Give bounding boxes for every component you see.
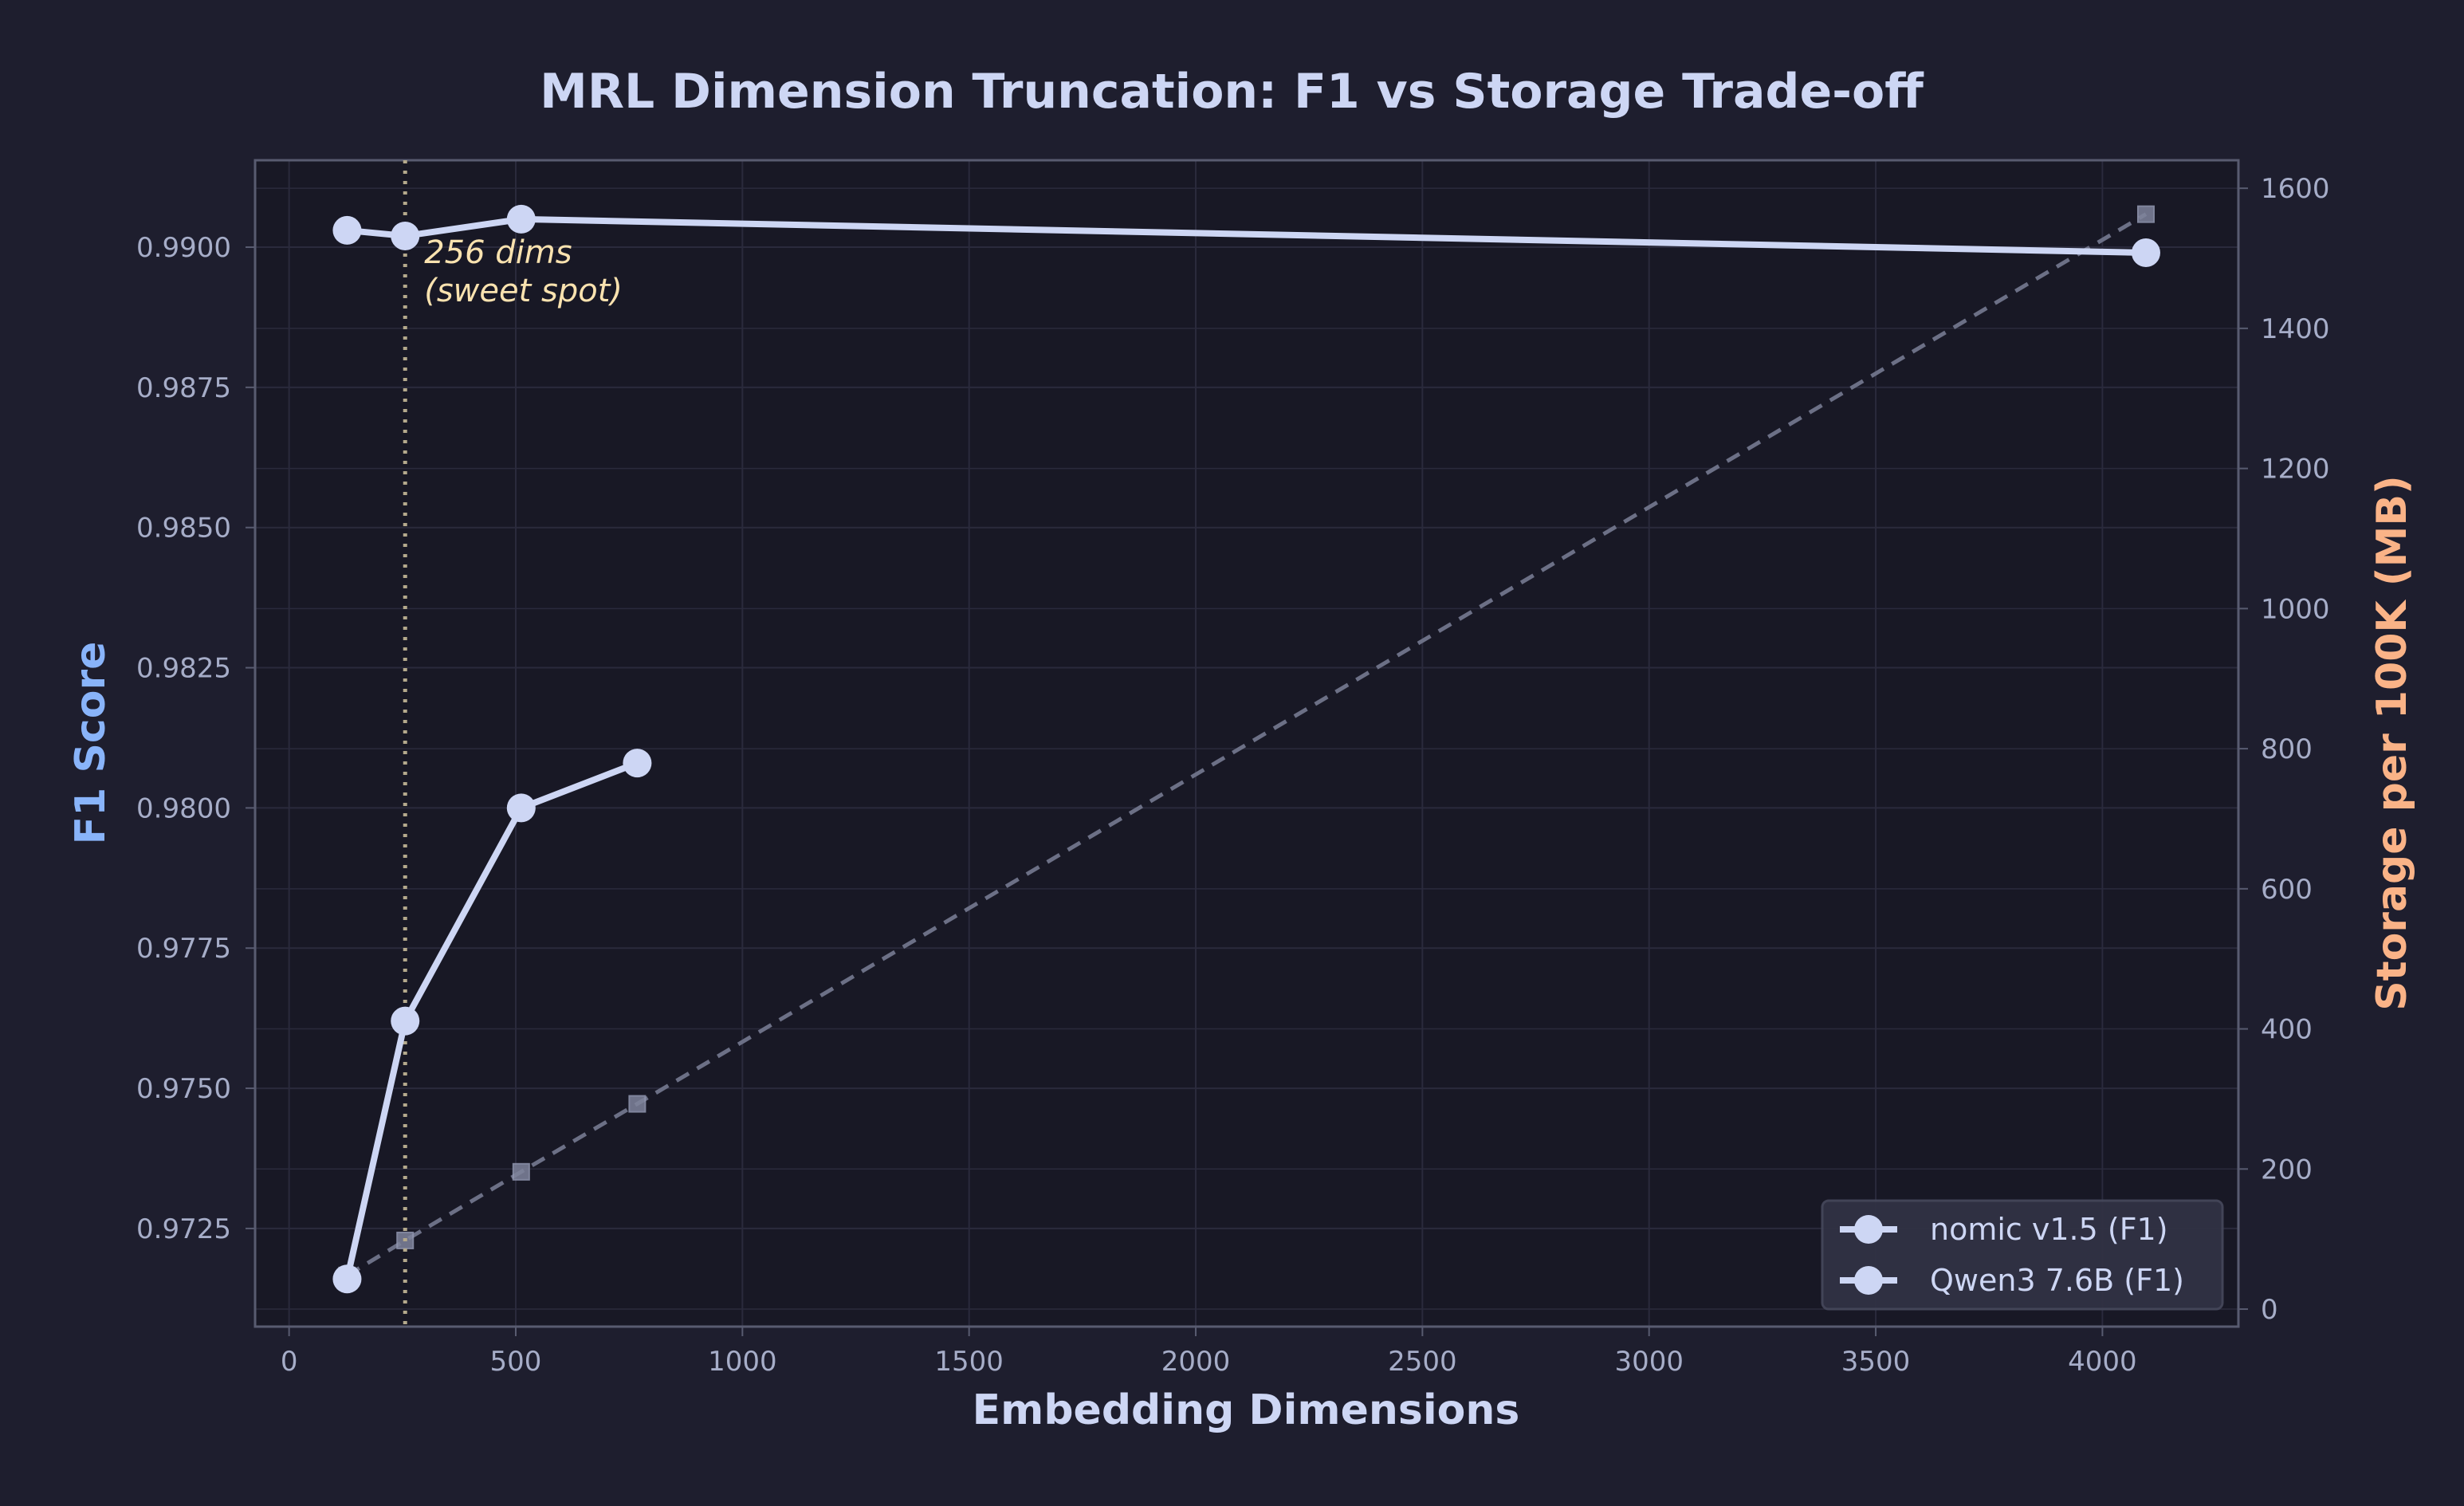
legend-box	[1821, 1199, 2224, 1311]
plot-background	[255, 160, 2238, 1327]
series-group: 256 dims(sweet spot)	[332, 160, 2160, 1327]
y-tick-label: 0.9900	[136, 232, 231, 264]
x-tick-label: 2000	[1161, 1346, 1231, 1378]
legend-marker-swatch	[1854, 1215, 1883, 1244]
y2-tick-label: 200	[2261, 1154, 2313, 1186]
f1-point-1	[506, 793, 536, 823]
x-tick-label: 0	[281, 1346, 298, 1378]
f1-point-1	[391, 1006, 420, 1036]
x-axis-title: Embedding Dimensions	[973, 1386, 1520, 1434]
y-tick-label: 0.9850	[136, 513, 231, 545]
x-tick-label: 1000	[708, 1346, 777, 1378]
sweet-spot-label: (sweet spot)	[424, 273, 623, 309]
chart-title: MRL Dimension Truncation: F1 vs Storage …	[540, 64, 1924, 120]
storage-point	[628, 1095, 646, 1113]
f1-point-1	[623, 749, 652, 778]
y2-tick-label: 400	[2261, 1014, 2313, 1046]
y-tick-label: 0.9725	[136, 1213, 231, 1245]
x-tick-label: 1500	[934, 1346, 1004, 1378]
y-tick-label: 0.9775	[136, 933, 231, 965]
f1-point-2	[2131, 238, 2160, 268]
sweet-spot-label: 256 dims	[424, 234, 572, 271]
f1-line-2	[344, 215, 2149, 257]
y2-tick-label: 1200	[2261, 454, 2330, 486]
legend: nomic v1.5 (F1) Qwen3 7.6B (F1)	[1821, 1199, 2224, 1311]
x-tick-label: 2500	[1388, 1346, 1457, 1378]
legend-marker-swatch	[1854, 1266, 1883, 1295]
storage-point	[2136, 205, 2155, 223]
plot-frame	[253, 159, 2240, 1328]
x-tick-label: 500	[490, 1346, 542, 1378]
f1-point-2	[506, 204, 536, 234]
x-tick-label: 4000	[2068, 1346, 2137, 1378]
axes: 0 500 1000 1500 2000 2500 3000 3500 40000.97250.…	[136, 159, 2330, 1378]
y2-axis-title: Storage per 100K (MB)	[2368, 475, 2416, 1010]
storage-point	[512, 1162, 530, 1181]
x-tick-label: 3500	[1841, 1346, 1911, 1378]
y2-tick-label: 1600	[2261, 173, 2330, 205]
y-tick-label: 0.9875	[136, 372, 231, 404]
legend-label: Qwen3 7.6B (F1)	[1930, 1263, 2184, 1298]
y2-tick-label: 1000	[2261, 593, 2330, 625]
y-tick-label: 0.9750	[136, 1073, 231, 1105]
y-axis-title: F1 Score	[67, 642, 115, 845]
y-tick-label: 0.9825	[136, 653, 231, 685]
f1-line-1	[344, 760, 641, 1283]
f1-point-2	[332, 215, 362, 245]
f1-point-2	[391, 221, 420, 250]
x-tick-label: 3000	[1614, 1346, 1684, 1378]
y2-tick-label: 800	[2261, 733, 2313, 765]
y2-tick-label: 1400	[2261, 313, 2330, 345]
y2-tick-label: 600	[2261, 874, 2313, 906]
y-tick-label: 0.9800	[136, 792, 231, 824]
legend-label: nomic v1.5 (F1)	[1930, 1212, 2168, 1247]
f1-point-1	[332, 1264, 362, 1294]
y2-tick-label: 0	[2261, 1294, 2278, 1326]
